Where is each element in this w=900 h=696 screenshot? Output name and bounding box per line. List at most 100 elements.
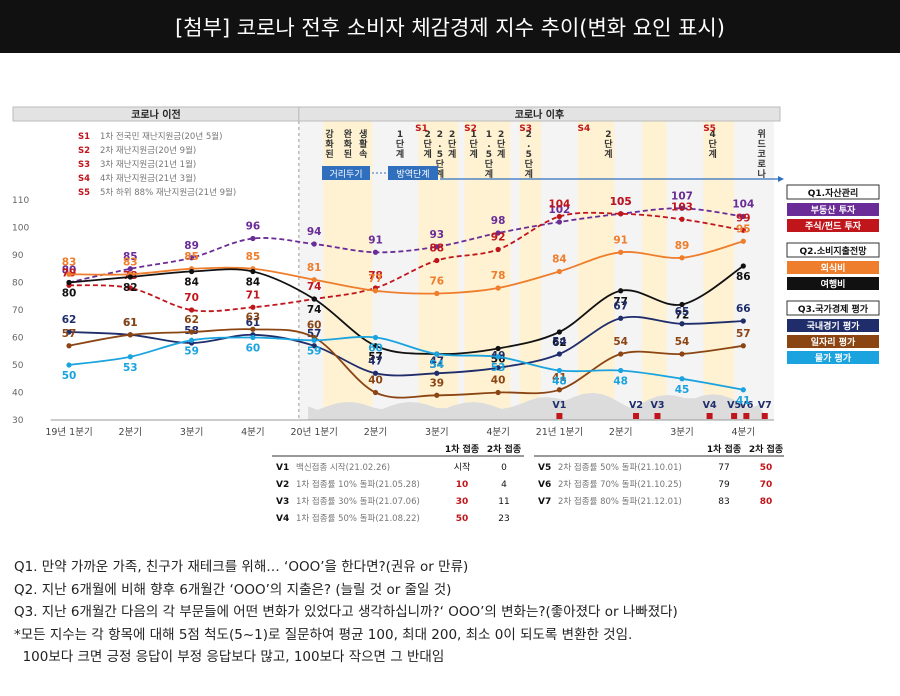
- event-label-char: 나: [758, 168, 767, 180]
- data-point: [250, 326, 256, 332]
- vaccine-marker-label: V7: [758, 400, 772, 411]
- legend-group-title: Q3.국가경제 평가: [798, 303, 869, 315]
- data-point: [495, 230, 501, 236]
- note-q2: Q2. 지난 6개월에 비해 향후 6개월간 ‘OOO’의 지출은? (늘릴 것…: [14, 581, 452, 598]
- data-label: 47: [429, 355, 444, 367]
- table-dose1: 50: [456, 514, 469, 524]
- data-point: [679, 376, 685, 382]
- data-label: 62: [62, 314, 77, 326]
- data-label: 105: [610, 196, 632, 208]
- data-label: 85: [184, 251, 199, 263]
- support-text: 3차 재난지원금(21년 1월): [100, 159, 196, 170]
- data-point: [556, 329, 563, 335]
- data-label: 61: [123, 317, 138, 329]
- data-point: [679, 216, 685, 222]
- data-label: 62: [552, 337, 567, 349]
- legend-swatch: [787, 335, 879, 348]
- event-label-char: 생: [359, 128, 367, 140]
- data-point: [127, 266, 133, 272]
- data-label: 40: [491, 375, 506, 387]
- event-band: [323, 120, 373, 420]
- legend-group-title: Q2.소비지출전망: [799, 245, 867, 257]
- data-label: 92: [491, 232, 506, 244]
- event-label-char: 계: [469, 148, 477, 160]
- data-label: 47: [368, 355, 383, 367]
- data-label: 65: [675, 306, 690, 318]
- event-label-char: 단: [525, 158, 534, 170]
- data-point: [311, 337, 317, 343]
- data-point: [311, 343, 317, 349]
- vaccine-marker: [706, 413, 713, 419]
- event-label-char: 계: [436, 168, 444, 180]
- data-label: 104: [732, 199, 754, 211]
- table-text: 2차 접종률 80% 돌파(21.12.01): [558, 496, 682, 507]
- data-point: [618, 211, 624, 217]
- data-point: [434, 244, 440, 250]
- event-label-char: 강: [325, 128, 334, 140]
- data-label: 105: [610, 196, 632, 208]
- table-dose1: 79: [718, 480, 730, 490]
- data-label: 86: [736, 271, 751, 283]
- table-dose2: 11: [498, 497, 509, 507]
- data-point: [495, 345, 501, 352]
- data-label: 74: [307, 304, 322, 316]
- data-point: [127, 285, 133, 291]
- data-point: [311, 241, 317, 247]
- data-point: [495, 365, 501, 371]
- data-point: [66, 362, 72, 368]
- data-label: 54: [552, 336, 567, 348]
- data-label: 91: [613, 234, 628, 246]
- data-point: [311, 296, 317, 302]
- table-text: 1차 접종률 50% 돌파(21.08.22): [296, 513, 420, 524]
- vaccine-marker: [743, 413, 750, 419]
- data-label: 82: [123, 282, 138, 294]
- event-label-char: 속: [359, 148, 367, 160]
- data-label: 84: [552, 254, 567, 266]
- event-label-char: 단: [485, 158, 494, 170]
- data-point: [495, 389, 501, 396]
- data-point: [189, 337, 195, 343]
- legend-label: 주식/펀드 투자: [805, 220, 862, 232]
- event-label-char: 완: [344, 128, 353, 140]
- data-label: 85: [246, 251, 261, 263]
- data-point: [556, 367, 563, 374]
- table-text: 2차 접종률 50% 돌파(21.10.01): [558, 462, 682, 473]
- data-point: [189, 255, 195, 261]
- data-point: [618, 351, 624, 357]
- vaccine-marker-label: V2: [629, 400, 643, 411]
- event-label-char: 단: [423, 138, 432, 150]
- series-line: [68, 207, 744, 284]
- data-label: 74: [307, 281, 322, 293]
- era-after-box: [298, 106, 781, 122]
- event-label-char: 단: [436, 158, 445, 170]
- support-code: S5: [78, 188, 90, 198]
- phase-quarantine-box: [388, 166, 438, 180]
- legend-label: 물가 평가: [815, 352, 852, 364]
- series-line: [68, 336, 744, 391]
- x-tick-label: 2분기: [609, 427, 633, 438]
- x-tick-label: 21년 1분기: [536, 427, 583, 438]
- event-label-char: 코: [758, 149, 766, 160]
- event-label-char: 단: [709, 138, 718, 150]
- data-label: 76: [429, 276, 444, 288]
- y-tick-label: 30: [12, 416, 24, 426]
- support-text: 1차 전국민 재난지원금(20년 5월): [100, 131, 222, 142]
- phase-distancing-label: 거리두기: [329, 169, 362, 180]
- data-label: 63: [246, 311, 261, 323]
- event-label-char: 계: [525, 168, 533, 180]
- data-point: [679, 205, 685, 211]
- data-label: 61: [246, 317, 261, 329]
- event-label-char: 드: [758, 139, 767, 150]
- support-marker: S3: [519, 124, 532, 134]
- data-label: 95: [736, 223, 751, 235]
- event-label-char: 계: [448, 148, 456, 160]
- data-label: 91: [368, 234, 383, 246]
- data-label: 54: [429, 359, 444, 371]
- x-tick-label: 3분기: [180, 427, 204, 438]
- table-dose1: 10: [456, 480, 469, 490]
- legend-label: 국내경기 평가: [807, 320, 861, 332]
- table-dose2: 70: [760, 480, 773, 490]
- event-label-char: .: [527, 140, 530, 150]
- data-label: 61: [123, 317, 138, 329]
- data-label: 54: [429, 359, 444, 371]
